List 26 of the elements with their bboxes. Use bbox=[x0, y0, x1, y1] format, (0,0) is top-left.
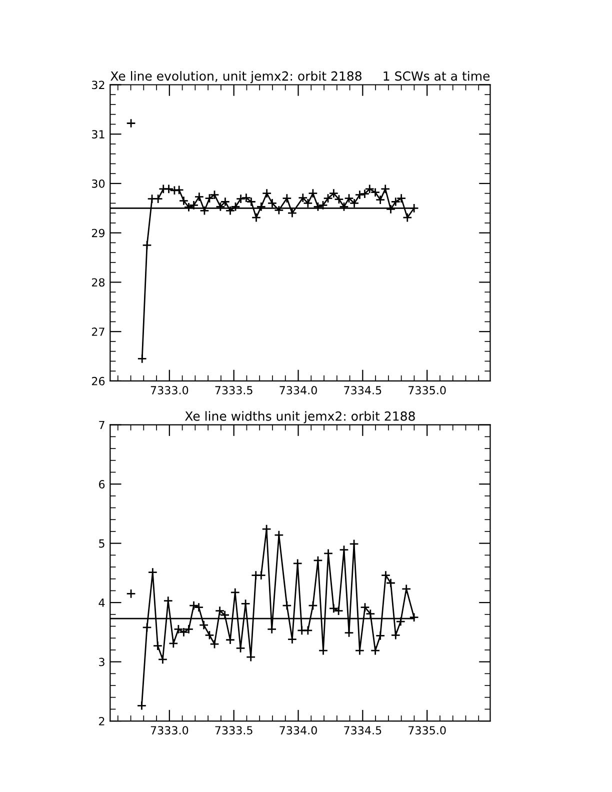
x-tick-label: 7334.5 bbox=[344, 726, 382, 734]
chart-subtitle: 1 SCWs at a time bbox=[384, 71, 490, 81]
x-tick-label: 7334.0 bbox=[280, 386, 317, 394]
x-tick-label: 7333.5 bbox=[215, 726, 252, 734]
y-tick-label: 29 bbox=[92, 228, 105, 238]
chart-title: Xe line evolution, unit jemx2: orbit 2188 bbox=[110, 71, 362, 84]
y-tick-label: 30 bbox=[92, 179, 105, 188]
x-tick-label: 7335.0 bbox=[408, 386, 446, 394]
y-tick-label: 28 bbox=[92, 278, 105, 287]
x-tick-label: 7333.5 bbox=[215, 386, 252, 394]
x-tick-label: 7334.0 bbox=[280, 726, 317, 734]
x-tick-label: 7334.5 bbox=[344, 386, 382, 394]
y-tick-label: 4 bbox=[98, 598, 105, 607]
chart-title: Xe line widths unit jemx2: orbit 2188 bbox=[185, 411, 415, 424]
y-tick-label: 2 bbox=[99, 717, 104, 726]
y-tick-label: 5 bbox=[99, 539, 104, 548]
y-tick-label: 6 bbox=[99, 480, 105, 488]
x-tick-label: 7335.0 bbox=[408, 726, 446, 734]
y-tick-label: 7 bbox=[99, 420, 104, 430]
x-tick-label: 7333.0 bbox=[150, 726, 188, 734]
y-tick-label: 26 bbox=[92, 376, 105, 386]
x-tick-label: 7333.0 bbox=[150, 386, 188, 394]
y-tick-label: 3 bbox=[99, 658, 104, 666]
y-tick-label: 31 bbox=[92, 130, 104, 138]
y-tick-label: 32 bbox=[92, 80, 104, 90]
y-tick-label: 27 bbox=[92, 328, 104, 336]
